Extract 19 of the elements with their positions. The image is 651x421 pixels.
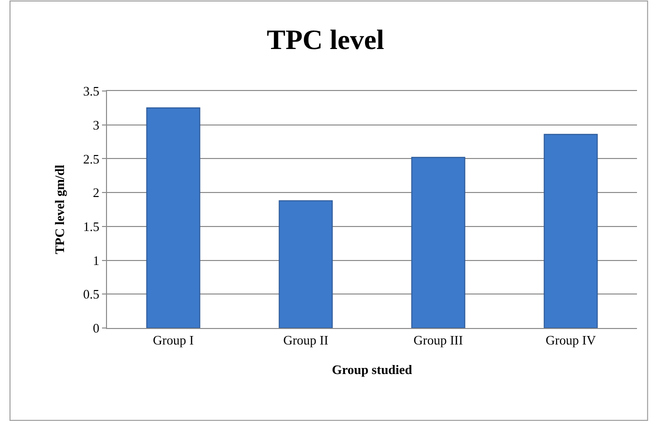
y-tick-label: 2 [92, 185, 100, 200]
y-tick-label: 3 [92, 117, 100, 132]
y-tick-label: 2.5 [83, 151, 100, 166]
y-tick-label: 1 [92, 252, 100, 268]
bar [544, 134, 598, 328]
bar [146, 107, 200, 328]
x-tick-label: Group III [414, 332, 463, 348]
bar [278, 200, 333, 328]
x-tick-label: Group I [152, 332, 194, 348]
y-axis-title: TPC level gm/dl [52, 164, 68, 254]
x-tick-label: Group IV [546, 332, 596, 348]
x-axis-title: Group studied [332, 362, 413, 378]
y-tick-label: 0.5 [83, 286, 100, 302]
bar [411, 156, 466, 328]
y-tick-label: 1.5 [83, 218, 100, 234]
y-tick-label: 3.5 [83, 84, 100, 99]
y-tick-label: 0 [92, 320, 100, 336]
chart-title: TPC level [266, 25, 384, 56]
x-tick-label: Group II [283, 332, 328, 348]
